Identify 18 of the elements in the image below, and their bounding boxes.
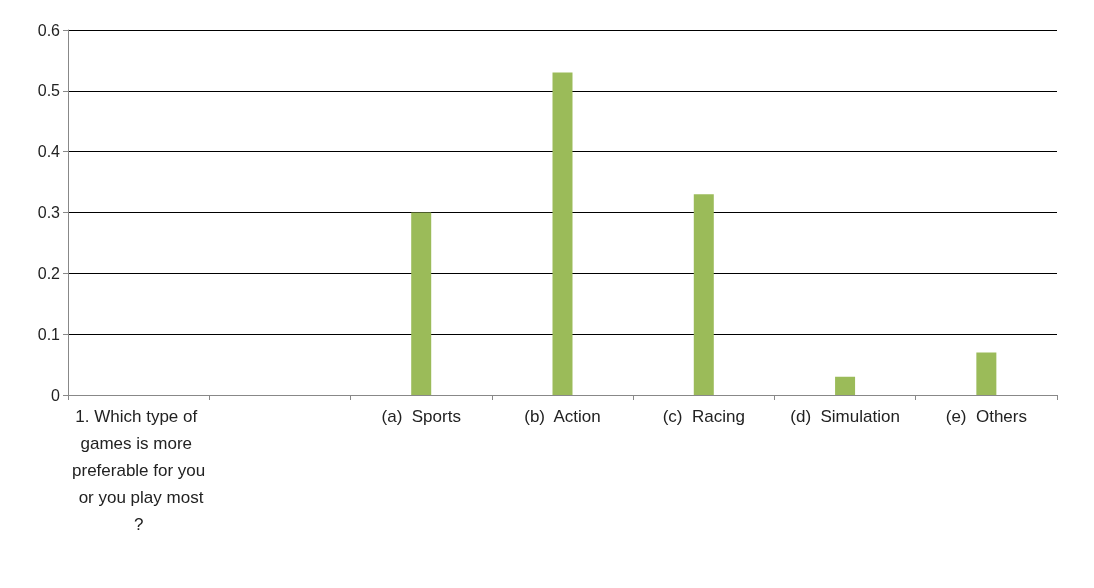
x-tick-label: (a) Sports <box>381 407 461 426</box>
x-tick-label: (e) Others <box>945 407 1027 426</box>
bar <box>693 194 714 395</box>
bar <box>976 352 997 395</box>
y-tick-label: 0.2 <box>37 264 61 282</box>
y-tick-label: 0 <box>51 386 61 404</box>
y-tick-label: 0.4 <box>37 143 61 161</box>
y-tick-label: 0.1 <box>37 325 61 343</box>
y-tick-label: 0.5 <box>37 82 61 100</box>
bar <box>411 212 432 395</box>
bar <box>552 72 573 395</box>
x-tick-label: (b) Action <box>524 407 601 426</box>
y-tick-label: 0.3 <box>37 204 61 221</box>
bar <box>835 376 856 395</box>
x-tick-label: (c) Racing <box>662 407 745 426</box>
x-tick-label: (d) Simulation <box>790 407 900 426</box>
x-tick-label: 1. Which type of games is more preferable for you or you play most? <box>72 407 206 534</box>
y-tick-label: 0.6 <box>37 21 61 39</box>
